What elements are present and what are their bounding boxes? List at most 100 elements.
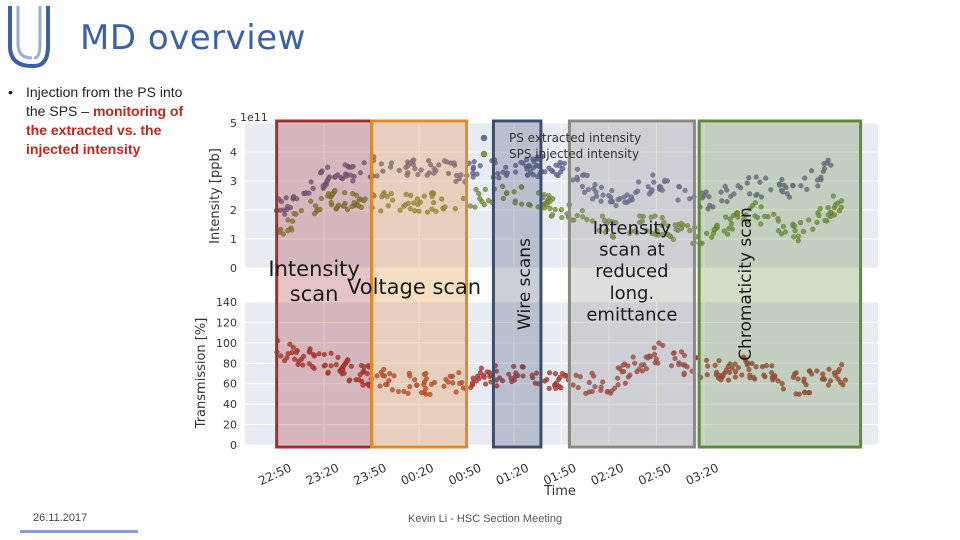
footer-presenter: Kevin Li - HSC Section Meeting <box>408 513 563 525</box>
scatter-point <box>661 219 667 225</box>
scatter-point <box>405 390 411 396</box>
scatter-point <box>769 370 775 376</box>
scatter-point <box>506 371 512 377</box>
bullet-dot: • <box>8 84 13 100</box>
scatter-point <box>386 378 392 384</box>
legend-marker <box>480 150 488 158</box>
scatter-point <box>747 375 753 381</box>
logo-right-stroke <box>33 6 50 68</box>
scatter-point <box>526 201 532 208</box>
bottom-ylabel: Transmission [%] <box>194 318 209 430</box>
scatter-point <box>421 193 427 199</box>
scatter-point <box>544 377 550 383</box>
scatter-point <box>348 172 354 178</box>
scatter-point <box>838 198 845 204</box>
scatter-point <box>529 372 535 378</box>
scatter-point <box>574 212 580 219</box>
xtick-label: 22:50 <box>256 461 293 488</box>
scatter-point <box>635 188 641 194</box>
scatter-point <box>445 379 451 385</box>
scatter-point <box>676 184 682 190</box>
scatter-point <box>378 161 384 167</box>
scatter-point <box>291 356 298 362</box>
label-wire-scans: Wire scans <box>515 238 535 330</box>
region-intensity-scan-reduced-emittance <box>567 119 696 449</box>
scatter-point <box>613 202 619 209</box>
scatter-point <box>653 356 659 362</box>
scatter-point <box>285 217 291 223</box>
scatter-point <box>728 193 734 199</box>
scatter-point <box>801 376 807 382</box>
xtick-label: 00:20 <box>399 461 436 488</box>
top-ytick-label: 0 <box>230 262 237 275</box>
scatter-point <box>828 378 834 384</box>
scatter-point <box>477 196 483 202</box>
scatter-point <box>423 376 429 382</box>
scatter-point <box>775 228 782 234</box>
scatter-point <box>428 381 434 387</box>
scatter-point <box>349 164 355 170</box>
scatter-point <box>814 219 820 225</box>
scatter-point <box>768 187 774 193</box>
scatter-point <box>600 192 606 198</box>
bullet-main-text: Injection from the PS into the SPS – <box>26 84 183 119</box>
scatter-point <box>758 204 764 210</box>
scatter-point <box>431 200 437 206</box>
scatter-point <box>743 212 749 218</box>
scatter-point <box>687 227 693 234</box>
scatter-point <box>676 361 682 368</box>
scatter-point <box>771 211 777 217</box>
scatter-point <box>724 199 730 205</box>
scatter-point <box>546 385 552 391</box>
scatter-point <box>634 369 640 375</box>
bottom-ytick-label: 40 <box>223 398 237 411</box>
scatter-point <box>426 158 432 164</box>
scatter-point <box>782 229 789 235</box>
scatter-point <box>342 162 348 168</box>
scatter-point <box>526 162 532 169</box>
scatter-point <box>278 226 284 232</box>
scatter-point <box>533 370 539 376</box>
scatter-point <box>609 188 615 194</box>
scatter-point <box>404 172 410 178</box>
scatter-point <box>684 364 690 370</box>
scatter-point <box>655 360 661 366</box>
legend-entry: SPS injected intensity <box>509 147 639 161</box>
scatter-point <box>704 230 710 236</box>
scatter-point <box>481 202 487 208</box>
scatter-point <box>298 208 304 214</box>
scatter-point <box>598 384 604 390</box>
scatter-point <box>429 193 435 199</box>
scatter-point <box>349 204 355 210</box>
scatter-point <box>313 203 319 209</box>
scatter-point <box>624 192 630 198</box>
scatter-point <box>600 379 606 385</box>
scatter-point <box>682 187 688 193</box>
scatter-point <box>321 351 327 358</box>
scatter-point <box>530 156 536 162</box>
scatter-point <box>638 362 644 368</box>
label-intensity-scan-reduced-emittance-line: Intensity <box>593 218 672 239</box>
scatter-point <box>328 363 334 369</box>
scatter-point <box>735 183 741 189</box>
footer-accent-line <box>20 530 138 533</box>
scatter-point <box>447 373 453 379</box>
scatter-point <box>620 362 626 368</box>
scatter-point <box>509 379 515 385</box>
scatter-point <box>795 376 801 382</box>
scatter-point <box>483 381 489 387</box>
scatter-point <box>553 385 559 391</box>
scatter-point <box>640 213 646 219</box>
scatter-point <box>579 208 585 214</box>
scatter-point <box>441 383 447 389</box>
scatter-point <box>643 366 649 372</box>
scatter-point <box>665 223 671 229</box>
scatter-point <box>835 376 841 382</box>
scatter-point <box>586 379 592 386</box>
scatter-point <box>454 172 460 179</box>
slide-title: MD overview <box>80 18 306 58</box>
scatter-point <box>621 369 627 375</box>
scatter-point <box>451 160 457 166</box>
scatter-point <box>821 166 828 172</box>
scatter-point <box>753 192 759 198</box>
